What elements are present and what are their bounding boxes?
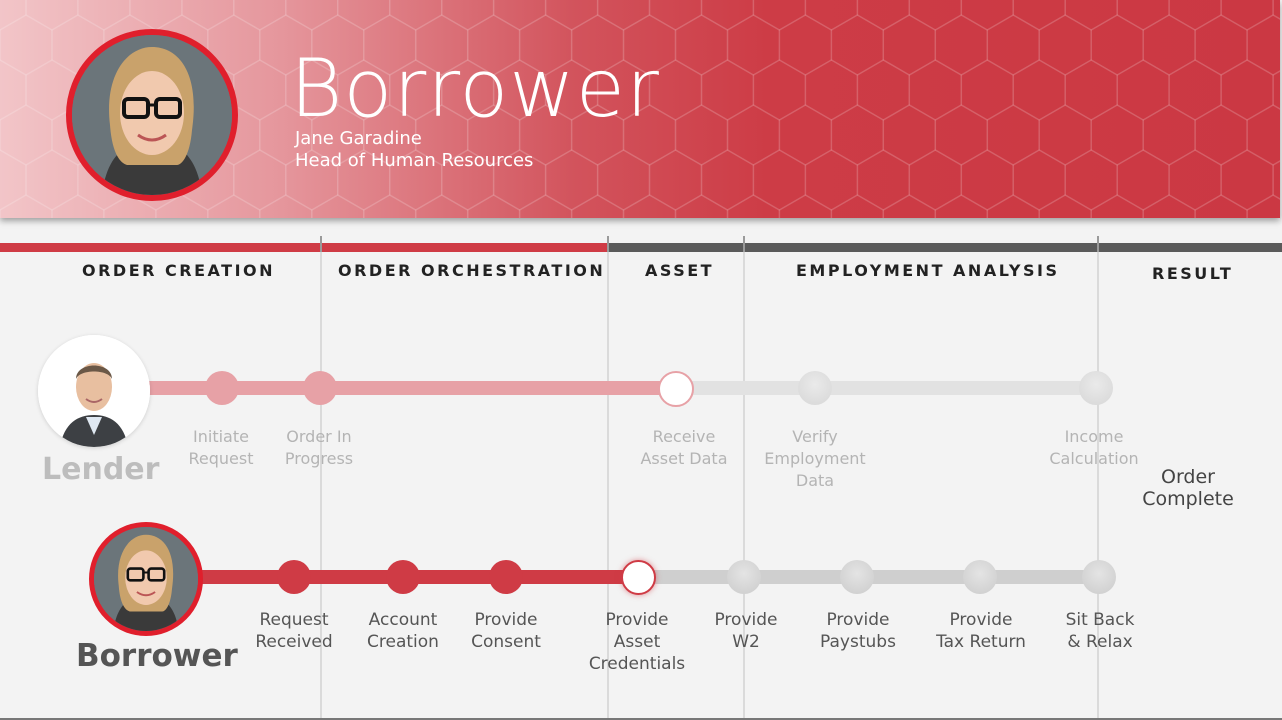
result-label: Order Complete xyxy=(1142,466,1234,510)
lender-step-node xyxy=(1079,371,1113,405)
lender-step-label: Income Calculation xyxy=(1049,427,1139,468)
lender-step-node xyxy=(798,371,832,405)
lender-step-node xyxy=(205,371,239,405)
phase-progress-done xyxy=(0,243,608,252)
borrower-step-node xyxy=(727,560,761,594)
phase-tick xyxy=(607,236,609,252)
borrower-name: Borrower xyxy=(76,638,238,674)
bottom-border xyxy=(0,718,1282,720)
phase-result: RESULT xyxy=(1152,264,1234,283)
phase-divider xyxy=(320,236,322,720)
lender-step-node xyxy=(303,371,337,405)
borrower-avatar-large xyxy=(66,29,238,201)
phase-tick xyxy=(743,236,745,252)
person-name: Jane Garadine xyxy=(295,128,422,149)
phase-tick xyxy=(1097,236,1099,252)
woman-portrait-icon xyxy=(94,527,198,631)
borrower-step-label: Sit Back & Relax xyxy=(1065,610,1135,652)
borrower-step-node xyxy=(840,560,874,594)
lender-step-label: Initiate Request xyxy=(188,427,254,468)
borrower-step-label: Request Received xyxy=(255,610,333,652)
borrower-step-label: Provide Tax Return xyxy=(936,610,1026,652)
phase-progress-pending xyxy=(608,243,1282,252)
lender-step-node-current xyxy=(658,371,694,407)
lender-track-done xyxy=(140,381,676,395)
phase-divider xyxy=(607,236,609,720)
borrower-step-node xyxy=(489,560,523,594)
lender-step-label: Order In Progress xyxy=(284,427,354,468)
borrower-step-node xyxy=(963,560,997,594)
hex-pattern-background xyxy=(0,0,1280,218)
borrower-step-node-current xyxy=(621,560,656,595)
phase-order-creation: ORDER CREATION xyxy=(82,261,276,280)
borrower-step-node xyxy=(386,560,420,594)
phase-order-orchestration: ORDER ORCHESTRATION xyxy=(338,261,606,280)
phase-tick xyxy=(320,236,322,252)
person-role: Head of Human Resources xyxy=(295,150,534,171)
borrower-step-node xyxy=(277,560,311,594)
borrower-avatar xyxy=(89,522,203,636)
borrower-step-label: Provide Consent xyxy=(471,610,541,652)
phase-employment-analysis: EMPLOYMENT ANALYSIS xyxy=(796,261,1060,280)
borrower-step-label: Provide W2 xyxy=(714,610,778,652)
lender-avatar xyxy=(38,335,150,447)
borrower-step-node xyxy=(1082,560,1116,594)
phase-divider xyxy=(743,236,745,720)
borrower-step-label: Account Creation xyxy=(367,610,439,652)
borrower-step-label: Provide Paystubs xyxy=(820,610,896,652)
lender-step-label: Verify Employment Data xyxy=(764,427,866,490)
lender-track-pending xyxy=(676,381,1096,395)
lender-name: Lender xyxy=(42,452,160,487)
man-portrait-icon xyxy=(38,335,150,447)
lender-step-label: Receive Asset Data xyxy=(640,427,728,468)
phase-asset: ASSET xyxy=(645,261,715,280)
page-title: Borrower xyxy=(290,42,660,135)
header-banner: Borrower Jane Garadine Head of Human Res… xyxy=(0,0,1280,218)
phase-divider xyxy=(1097,236,1099,720)
borrower-step-label: Provide Asset Credentials xyxy=(588,610,686,674)
woman-portrait-icon xyxy=(72,35,232,195)
